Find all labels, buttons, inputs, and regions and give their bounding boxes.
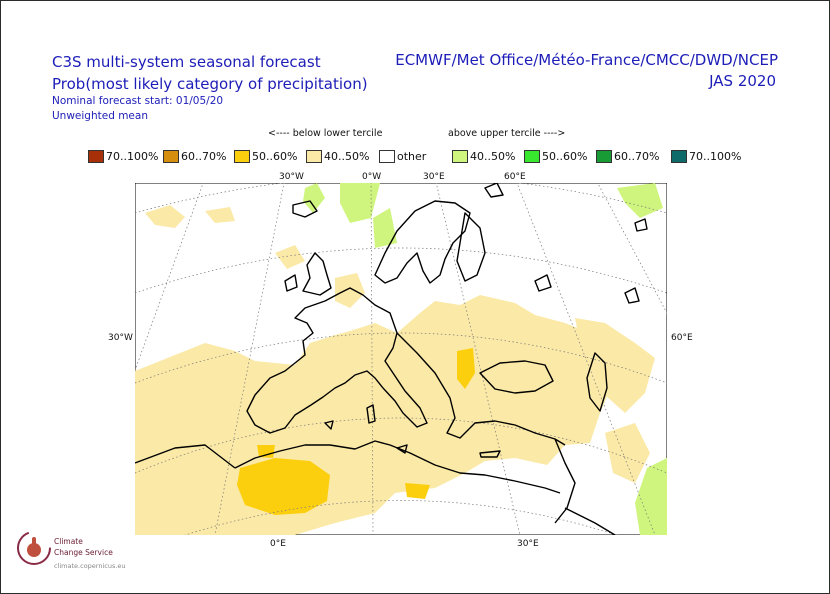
- lon-label-60e: 60°E: [504, 172, 526, 182]
- legend-swatch: [306, 149, 322, 163]
- legend-swatch: [596, 149, 612, 163]
- ensemble-method-label: Unweighted mean: [52, 110, 148, 122]
- forecast-systems-label: ECMWF/Met Office/Météo-France/CMCC/DWD/N…: [395, 51, 778, 69]
- forecast-map: [135, 183, 667, 535]
- side-label-60e: 60°E: [671, 333, 693, 343]
- coastlines: [135, 183, 648, 535]
- legend-label: other: [397, 149, 427, 163]
- legend-label: 70..100%: [689, 149, 742, 163]
- legend-item-above-60-70: 60..70%: [596, 148, 659, 164]
- lon-label-30w: 30°W: [279, 172, 304, 182]
- figure-subtitle: Prob(most likely category of precipitati…: [52, 75, 368, 93]
- legend-item-above-40-50: 40..50%: [452, 148, 515, 164]
- legend-above-header: above upper tercile ---->: [448, 128, 566, 139]
- forecast-start-label: Nominal forecast start: 01/05/20: [52, 95, 224, 107]
- legend-item-below-40-50: 40..50%: [306, 148, 369, 164]
- legend-swatch: [452, 149, 468, 163]
- legend-swatch: [524, 149, 540, 163]
- logo-url: climate.copernicus.eu: [54, 562, 126, 570]
- bottom-label-30e: 30°E: [517, 539, 539, 549]
- legend-swatch: [671, 149, 687, 163]
- legend-label: 50..60%: [252, 149, 298, 163]
- bottom-label-0e: 0°E: [270, 539, 286, 549]
- legend-item-below-50-60: 50..60%: [234, 148, 297, 164]
- legend-label: 40..50%: [324, 149, 370, 163]
- legend-item-above-70-100: 70..100%: [671, 148, 741, 164]
- legend-item-above-50-60: 50..60%: [524, 148, 587, 164]
- legend-label: 60..70%: [614, 149, 660, 163]
- legend-swatch: [88, 149, 104, 163]
- copernicus-logo-icon: [17, 531, 51, 565]
- legend-label: 60..70%: [181, 149, 227, 163]
- legend-label: 70..100%: [106, 149, 159, 163]
- logo-line1: Climate: [54, 537, 83, 546]
- figure-title: C3S multi-system seasonal forecast: [52, 53, 321, 71]
- legend-swatch: [163, 149, 179, 163]
- graticule: [135, 183, 667, 535]
- side-label-30w: 30°W: [108, 333, 133, 343]
- legend-label: 50..60%: [542, 149, 588, 163]
- logo-line2: Change Service: [54, 548, 113, 557]
- legend-swatch: [379, 149, 395, 163]
- legend-below-header: <---- below lower tercile: [268, 128, 383, 139]
- legend-item-below-70-100: 70..100%: [88, 148, 158, 164]
- legend-item-other: other: [379, 148, 426, 164]
- lon-label-30e: 30°E: [423, 172, 445, 182]
- legend-item-below-60-70: 60..70%: [163, 148, 226, 164]
- lon-label-0w: 0°W: [362, 172, 382, 182]
- legend-label: 40..50%: [470, 149, 516, 163]
- legend-swatch: [234, 149, 250, 163]
- region-above-40-50: [303, 183, 667, 535]
- region-below-50-60: [237, 348, 475, 515]
- season-label: JAS 2020: [709, 72, 776, 90]
